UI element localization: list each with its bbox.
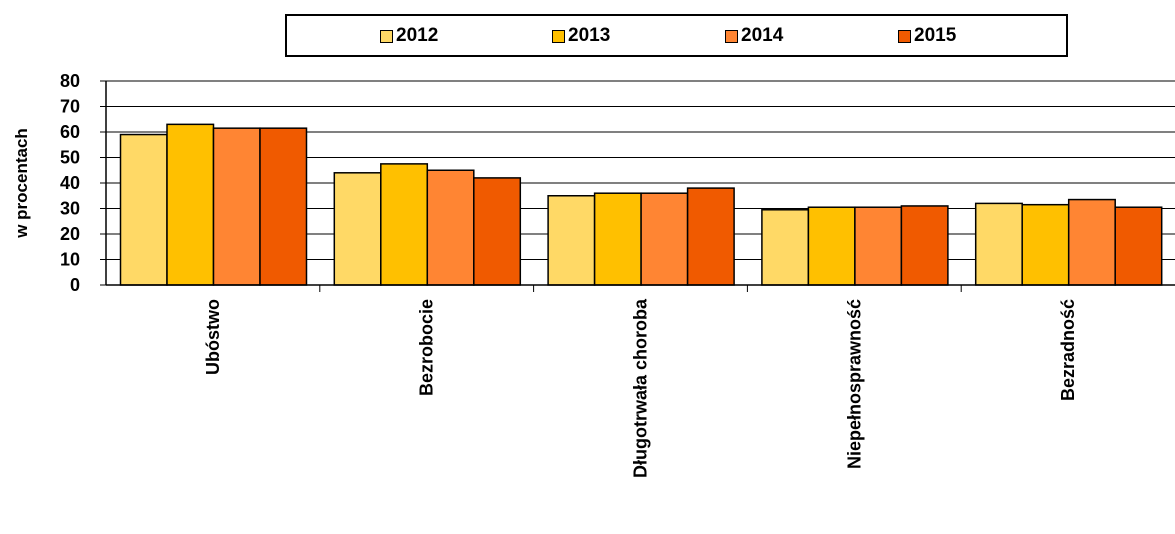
y-tick-label: 30 [60, 199, 80, 219]
bar-2012 [547, 195, 596, 286]
x-category-label: Niepełnosprawność [844, 299, 864, 469]
legend-label-2013: 2013 [568, 25, 611, 46]
x-category-label: Długotrwała choroba [631, 298, 651, 478]
legend-item-2014: 2014 [725, 26, 783, 46]
bar-2013 [593, 192, 642, 286]
bar-2013 [1021, 203, 1070, 286]
y-tick-label: 50 [60, 148, 80, 168]
bar-2012 [333, 172, 382, 286]
bar-2012 [974, 202, 1023, 286]
legend-label-2012: 2012 [396, 25, 439, 46]
bar-2014 [212, 127, 261, 286]
x-category-label: Bezradność [1058, 299, 1078, 401]
bar-2015 [259, 127, 308, 286]
legend-swatch-2014 [725, 29, 738, 43]
legend-label-2014: 2014 [741, 25, 784, 46]
bar-2015 [686, 187, 735, 286]
bar-2013 [380, 163, 429, 286]
legend-swatch-2012 [380, 29, 393, 43]
bar-2014 [1067, 198, 1116, 286]
bar-2014 [854, 206, 903, 286]
y-tick-label: 0 [70, 275, 80, 295]
legend-swatch-2015 [898, 29, 911, 43]
x-category-label: Bezrobocie [417, 299, 437, 396]
legend-swatch-2013 [552, 29, 565, 43]
legend-item-2012: 2012 [380, 26, 438, 46]
y-tick-label: 40 [60, 173, 80, 193]
y-tick-label: 60 [60, 122, 80, 142]
bar-2014 [640, 192, 689, 286]
bar-2012 [119, 133, 168, 286]
bar-2013 [807, 206, 856, 286]
y-tick-label: 20 [60, 224, 80, 244]
y-tick-label: 70 [60, 97, 80, 117]
bar-2013 [166, 123, 215, 286]
bar-2014 [426, 169, 475, 286]
bar-2015 [900, 205, 949, 286]
y-tick-label: 10 [60, 250, 80, 270]
legend-item-2013: 2013 [552, 26, 610, 46]
bar-2012 [761, 209, 810, 286]
legend-label-2015: 2015 [914, 25, 957, 46]
bar-2015 [473, 177, 522, 286]
legend-item-2015: 2015 [898, 26, 956, 46]
x-category-label: Ubóstwo [203, 299, 223, 375]
y-tick-label: 80 [60, 71, 80, 91]
bar-2015 [1114, 206, 1163, 286]
chart-legend: 2012 2013 2014 2015 [285, 14, 1068, 57]
